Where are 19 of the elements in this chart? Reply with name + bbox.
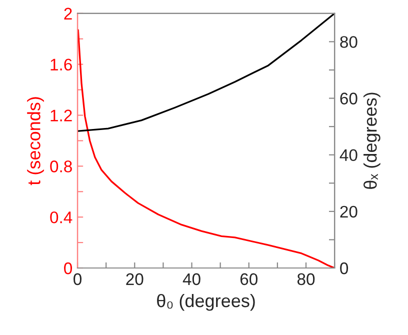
y2-tick-label: 0	[340, 262, 348, 274]
y2-tick-label: 60	[340, 92, 358, 104]
x-axis-title: θ₀ (degrees)	[157, 294, 255, 311]
x-tick-label: 40	[182, 273, 200, 286]
y-tick-label: 2	[64, 8, 72, 20]
y2-tick-label: 40	[340, 149, 358, 162]
y2-axis-title: θₓ (degrees)	[364, 92, 380, 189]
y-tick-label: 0	[64, 262, 72, 274]
y2-tick-label: 80	[340, 36, 358, 48]
x-tick-label: 20	[126, 273, 144, 286]
x-tick-label: 80	[297, 273, 315, 286]
y2-tick-label: 20	[340, 206, 358, 218]
y-axis-title: t (seconds)	[27, 97, 44, 186]
y-tick-label: 1.6	[50, 58, 72, 71]
y-tick-label: 0.8	[50, 160, 72, 172]
y-tick-label: 0.4	[50, 211, 72, 224]
x-tick-label: 60	[240, 273, 258, 286]
x-tick-label: 0	[74, 273, 82, 286]
y-tick-label: 1.2	[50, 110, 72, 122]
